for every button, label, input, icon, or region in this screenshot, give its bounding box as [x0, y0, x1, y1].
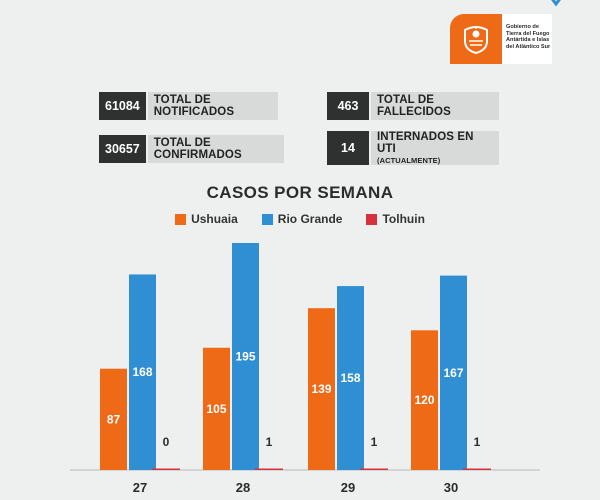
bar-ushuaia-27 — [100, 368, 127, 470]
legend-label: Ushuaia — [191, 212, 238, 226]
stat-label-text: INTERNADOS EN UTI — [377, 131, 474, 155]
bar-ushuaia-28 — [203, 347, 230, 470]
logo-line: Antártida e Islas — [506, 37, 550, 44]
logo-line: Tierra del Fuego — [506, 30, 550, 37]
bar-tolhuin-28 — [255, 468, 283, 470]
legend-swatch — [175, 213, 187, 225]
legend-item: Tolhuin — [366, 212, 425, 226]
stat-label-text: TOTAL DE CONFIRMADOS — [153, 137, 242, 161]
legend-label: Tolhuin — [382, 212, 425, 226]
government-logo: Gobierno de Tierra del Fuego Antártida e… — [450, 14, 552, 64]
data-label: 0 — [163, 435, 170, 449]
bar-rio-grande-29 — [337, 286, 364, 470]
bar-tolhuin-30 — [463, 468, 491, 470]
data-label: 1 — [474, 435, 481, 449]
stat-label-text: TOTAL DE FALLECIDOS — [377, 94, 451, 118]
data-label: 139 — [311, 382, 331, 396]
chart-legend: Ushuaia Rio Grande Tolhuin — [0, 212, 600, 226]
bar-rio-grande-30 — [440, 275, 467, 470]
stat-label: INTERNADOS EN UTI (ACTUALMENTE) — [371, 131, 499, 165]
stat-label: TOTAL DE NOTIFICADOS — [147, 92, 278, 120]
data-label: 168 — [132, 365, 152, 379]
stat-internados: 14 INTERNADOS EN UTI (ACTUALMENTE) — [327, 131, 499, 165]
x-tick-label: 28 — [236, 480, 250, 495]
data-label: 158 — [340, 371, 360, 385]
bar-rio-grande-27 — [129, 274, 156, 470]
stat-confirmados: 30657 TOTAL DE CONFIRMADOS — [99, 135, 284, 163]
x-tick-label: 29 — [341, 480, 355, 495]
chart-title: CASOS POR SEMANA — [206, 183, 394, 202]
x-tick-label: 30 — [444, 480, 458, 495]
legend-label: Rio Grande — [277, 212, 343, 226]
legend-item: Rio Grande — [261, 212, 343, 226]
stat-fallecidos: 463 TOTAL DE FALLECIDOS — [327, 92, 499, 120]
coat-of-arms-icon — [450, 14, 502, 64]
legend-swatch — [261, 213, 273, 225]
x-tick-label: 27 — [133, 480, 147, 495]
logo-text: Gobierno de Tierra del Fuego Antártida e… — [502, 14, 552, 64]
bar-rio-grande-28 — [232, 243, 259, 470]
stat-value: 30657 — [99, 135, 146, 163]
data-label: 87 — [107, 412, 121, 426]
bar-tolhuin-29 — [360, 468, 388, 470]
data-label: 1 — [266, 435, 273, 449]
stat-value: 14 — [327, 131, 369, 165]
stat-sublabel: (ACTUALMENTE) — [377, 156, 441, 165]
data-label: 1 — [371, 435, 378, 449]
logo-line: Gobierno de — [506, 24, 539, 30]
stat-value: 61084 — [99, 92, 146, 120]
stat-value: 463 — [327, 92, 369, 120]
bar-ushuaia-30 — [411, 330, 438, 470]
stat-label: TOTAL DE FALLECIDOS — [371, 92, 499, 120]
legend-swatch — [366, 213, 378, 225]
stat-notificados: 61084 TOTAL DE NOTIFICADOS — [99, 92, 278, 120]
corner-chevron-icon — [551, 0, 561, 7]
legend-item: Ushuaia — [175, 212, 238, 226]
bar-tolhuin-27 — [152, 468, 180, 470]
data-label: 195 — [235, 350, 255, 364]
bar-ushuaia-29 — [308, 308, 335, 470]
data-label: 105 — [206, 402, 226, 416]
stat-label-text: TOTAL DE NOTIFICADOS — [153, 94, 235, 118]
logo-line: del Atlántico Sur — [506, 43, 551, 50]
data-label: 120 — [414, 393, 434, 407]
stat-label: TOTAL DE CONFIRMADOS — [147, 135, 284, 163]
data-label: 167 — [443, 366, 463, 380]
